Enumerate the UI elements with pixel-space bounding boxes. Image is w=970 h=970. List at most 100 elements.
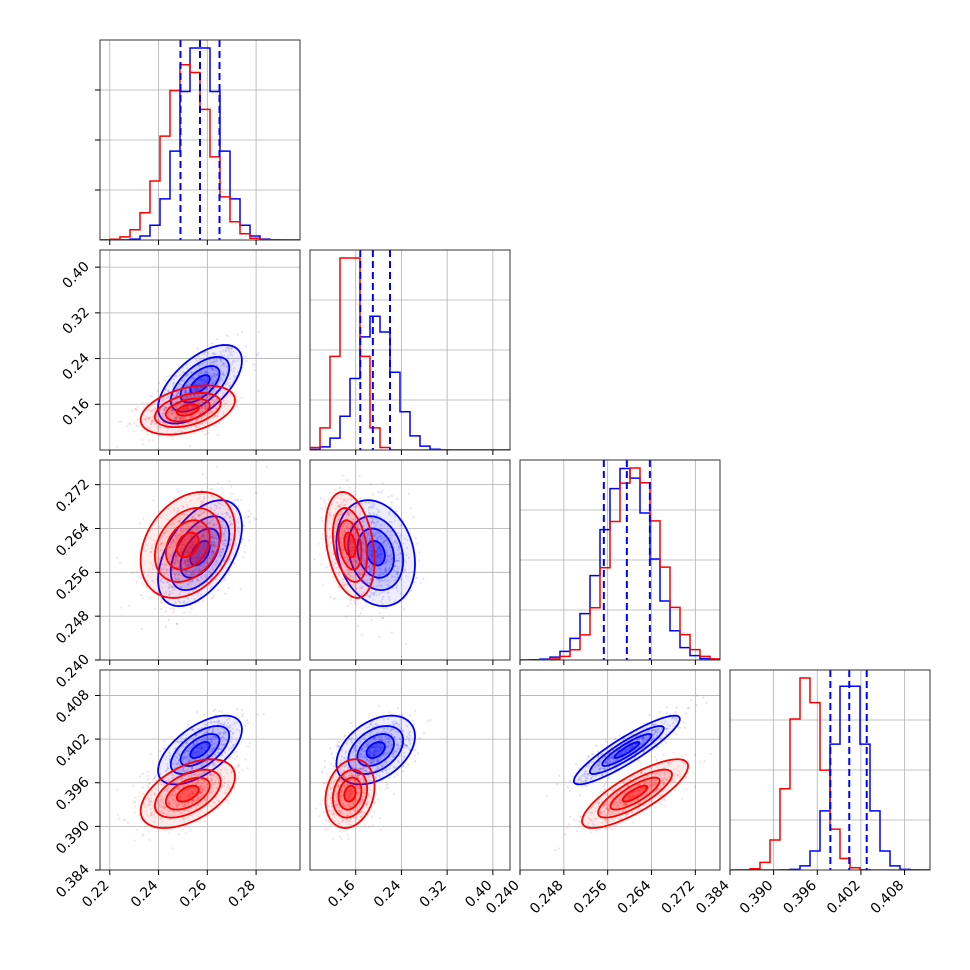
scatter-point [219, 369, 222, 372]
scatter-point [230, 539, 233, 542]
scatter-point [199, 378, 203, 381]
scatter-point [200, 404, 204, 407]
scatter-point [216, 415, 219, 418]
scatter-point [184, 396, 188, 399]
scatter-point [220, 743, 223, 746]
scatter-point [202, 543, 205, 546]
scatter-point [197, 746, 200, 749]
scatter-point [213, 375, 216, 378]
scatter-point [198, 402, 201, 405]
scatter-point [182, 408, 186, 411]
scatter-point [167, 421, 170, 424]
scatter-point [209, 586, 212, 590]
scatter-point [372, 585, 375, 588]
scatter-point [368, 548, 371, 551]
scatter-point [371, 531, 374, 534]
scatter-point [204, 408, 207, 411]
scatter-point [324, 548, 327, 551]
scatter-point [214, 380, 217, 383]
scatter-point [141, 401, 144, 404]
scatter-point [206, 404, 210, 407]
scatter-point [175, 398, 178, 401]
scatter-point [162, 542, 165, 545]
scatter-point [199, 537, 202, 540]
scatter-point [191, 395, 194, 398]
scatter-point [180, 547, 183, 551]
scatter-point [339, 513, 342, 516]
scatter-point [368, 570, 371, 573]
scatter-point [184, 545, 187, 548]
scatter-point [155, 415, 158, 418]
scatter-point [361, 516, 364, 519]
scatter-point [341, 513, 344, 516]
scatter-point [215, 537, 218, 540]
scatter-point [391, 556, 394, 559]
scatter-point [211, 523, 215, 526]
scatter-point [160, 569, 163, 572]
scatter-point [213, 503, 217, 507]
scatter-point [329, 514, 332, 517]
scatter-point [241, 330, 244, 333]
scatter-point [163, 409, 166, 412]
scatter-point [182, 407, 185, 411]
scatter-point [128, 422, 131, 425]
scatter-point [184, 741, 187, 744]
scatter-point [211, 551, 214, 554]
scatter-point [346, 526, 349, 529]
scatter-point [348, 527, 351, 530]
scatter-point [348, 539, 351, 543]
scatter-point [201, 525, 204, 528]
scatter-point [164, 591, 168, 594]
contour-level [157, 344, 243, 425]
scatter-point [184, 570, 187, 573]
scatter-point [176, 520, 180, 523]
scatter-point [230, 505, 233, 508]
scatter-point [210, 410, 213, 414]
scatter-point [175, 586, 178, 589]
scatter-point [186, 517, 189, 521]
scatter-point [232, 374, 236, 378]
contour-level [175, 403, 200, 417]
scatter-point [184, 751, 187, 754]
scatter-point [202, 740, 205, 744]
scatter-point [171, 545, 174, 548]
scatter-point [186, 558, 189, 562]
scatter-point [378, 535, 381, 538]
scatter-point [183, 408, 186, 412]
scatter-point [257, 352, 260, 355]
scatter-point [214, 560, 217, 563]
scatter-point [241, 366, 245, 369]
scatter-point [151, 778, 154, 782]
scatter-point [211, 778, 214, 781]
scatter-point [221, 548, 224, 551]
scatter-point [189, 499, 192, 502]
scatter-point [197, 557, 200, 560]
scatter-point [171, 542, 174, 545]
scatter-point [239, 587, 242, 591]
scatter-point [166, 767, 170, 770]
scatter-point [168, 832, 171, 835]
scatter-point [184, 391, 187, 394]
scatter-point [361, 568, 364, 571]
scatter-point [133, 421, 136, 425]
scatter-point [189, 747, 192, 750]
scatter-point [198, 555, 201, 558]
scatter-point [212, 351, 215, 355]
scatter-point [218, 421, 221, 425]
scatter-point [349, 547, 352, 551]
scatter-point [377, 490, 380, 494]
scatter-point [343, 522, 346, 525]
scatter-point [339, 537, 342, 540]
scatter-point [195, 426, 198, 429]
scatter-point [178, 740, 181, 743]
scatter-point [186, 558, 189, 561]
scatter-point [197, 403, 200, 406]
scatter-point [175, 405, 178, 408]
scatter-point [165, 423, 168, 426]
scatter-point [177, 763, 180, 766]
scatter-point [388, 536, 391, 539]
scatter-point [206, 502, 209, 505]
scatter-point [175, 423, 178, 426]
scatter-point [159, 417, 162, 420]
scatter-point [205, 518, 208, 521]
